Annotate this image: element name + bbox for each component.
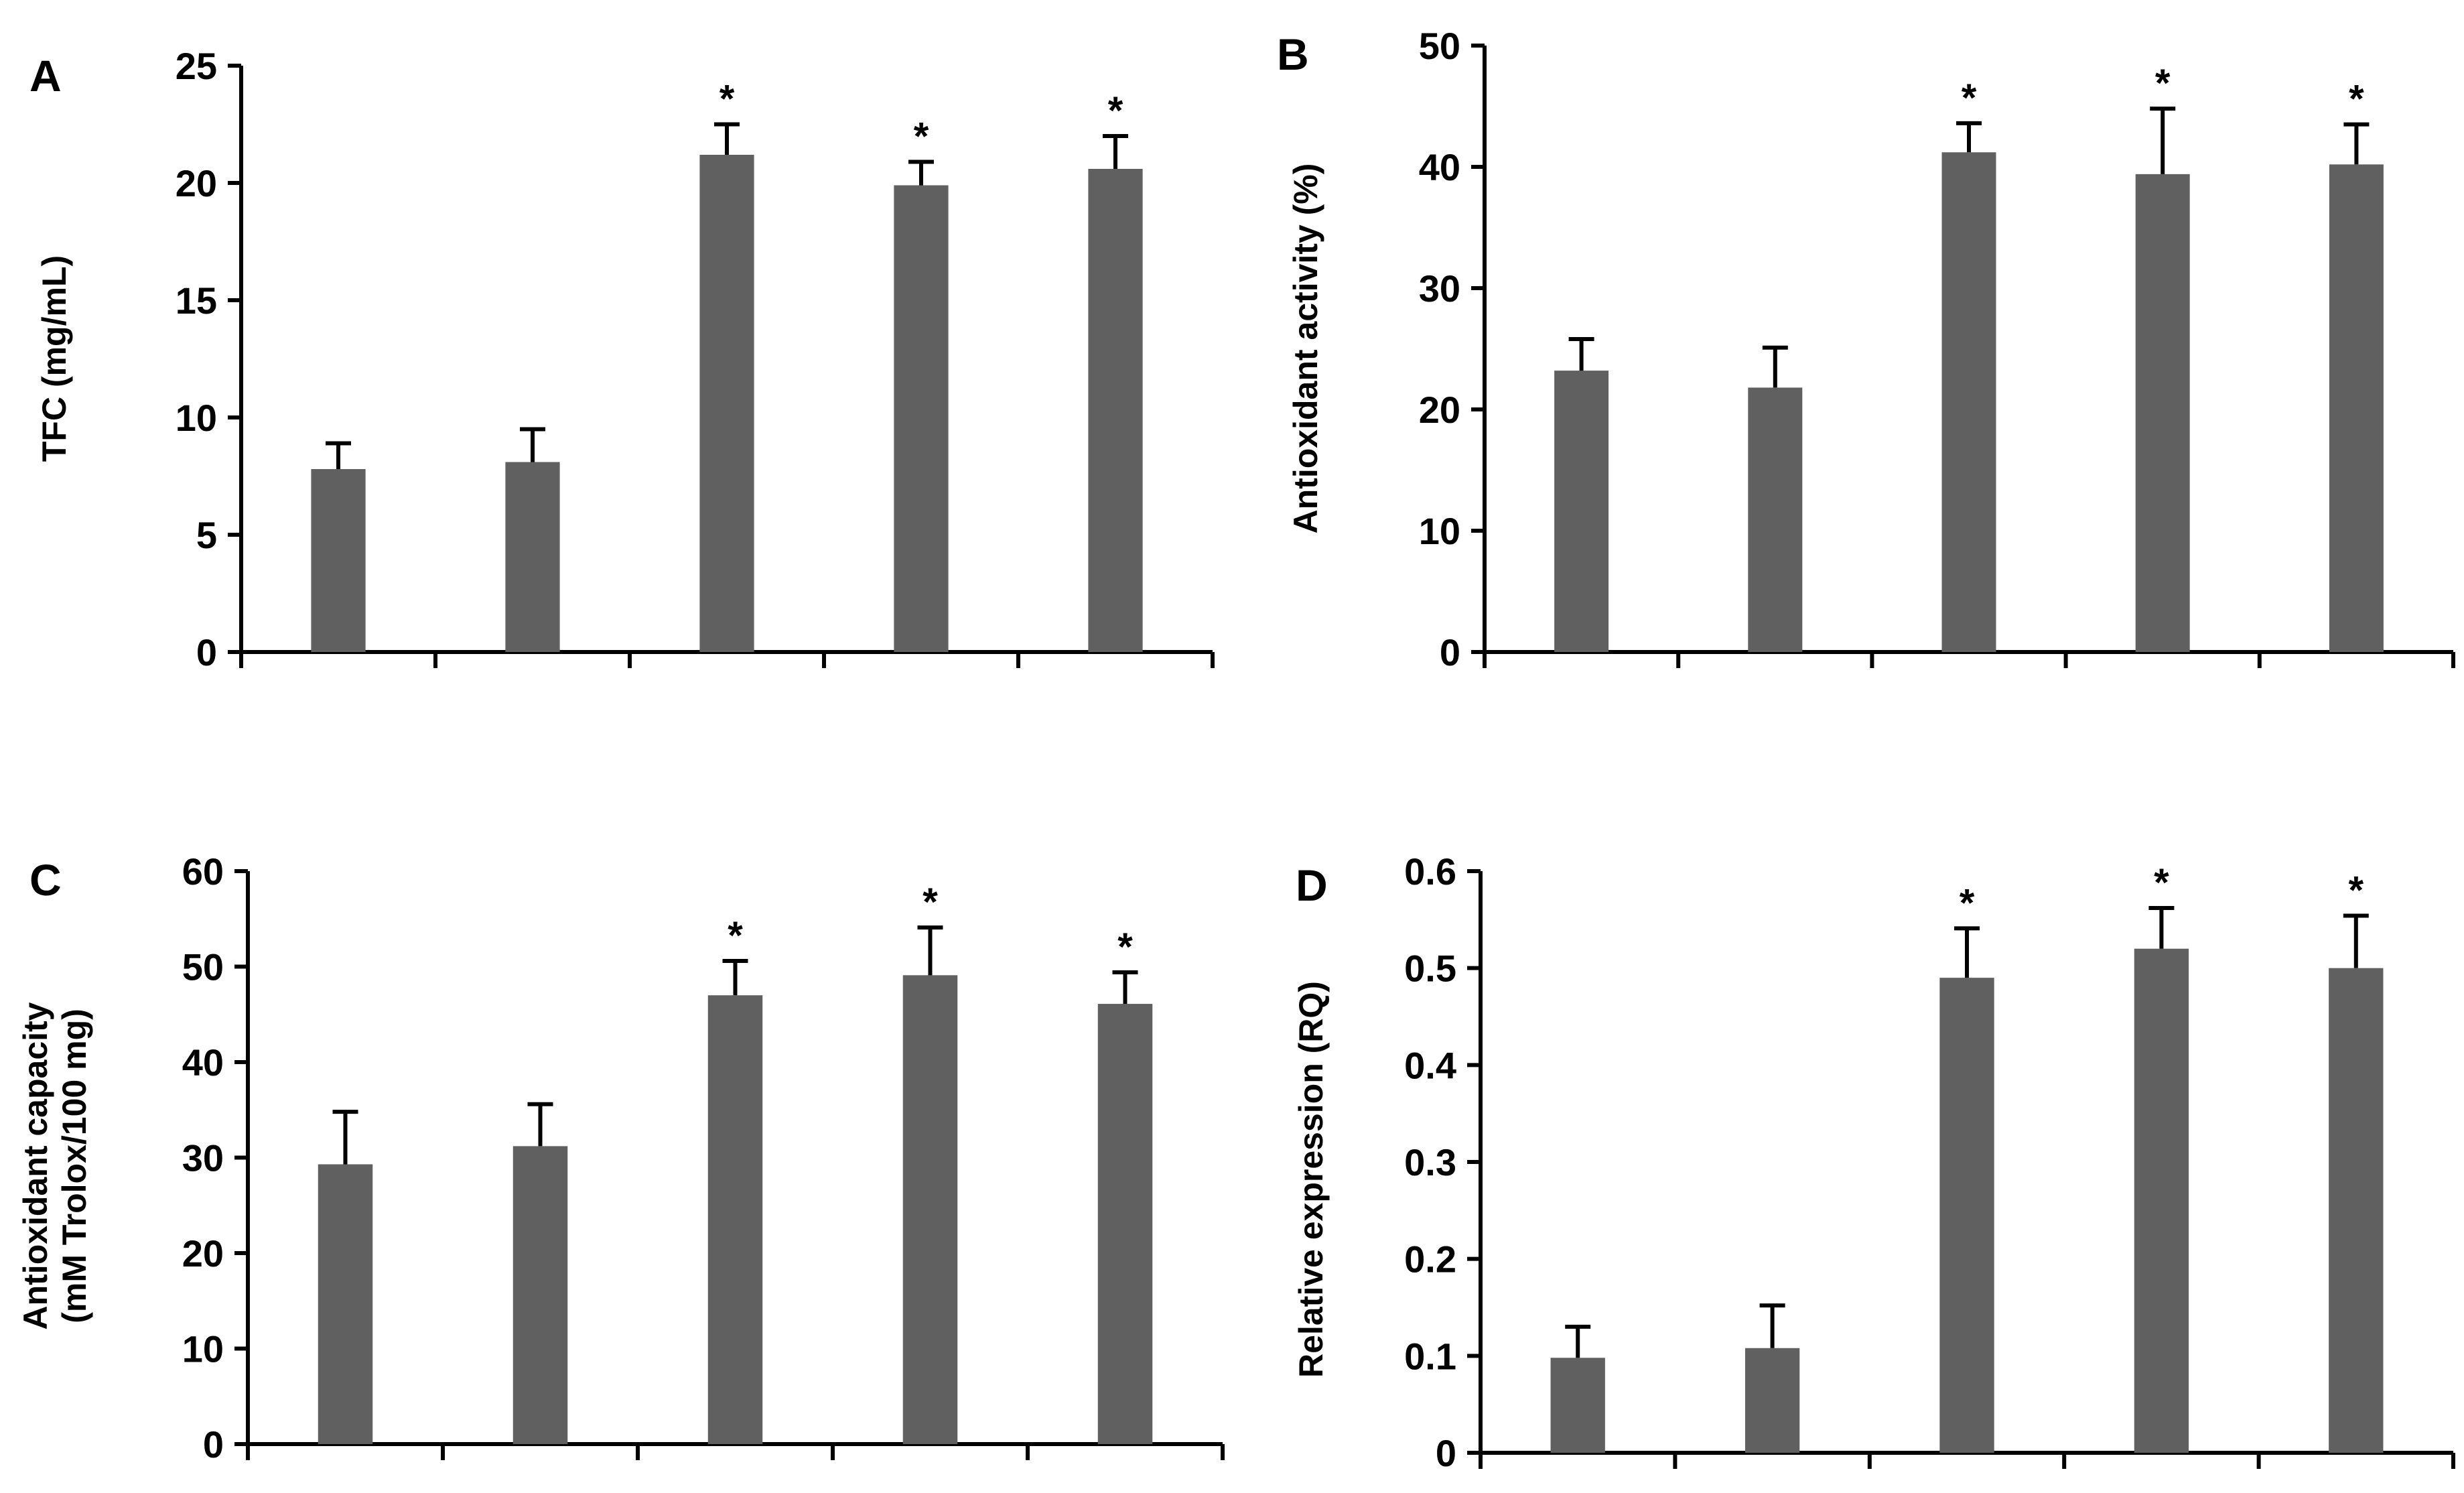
y-tick-label: 40 xyxy=(182,1041,224,1084)
y-tick-label: 0 xyxy=(203,1423,224,1466)
y-tick-label: 0.5 xyxy=(1404,948,1456,990)
bar xyxy=(902,975,958,1444)
panel-c: C Antioxidant capacity(mM Trolox/100 mg) 0… xyxy=(17,850,1225,1466)
y-tick-label: 50 xyxy=(182,946,224,988)
y-axis-title-line: Relative expression (RQ) xyxy=(1292,981,1330,1378)
bar xyxy=(1550,1358,1605,1453)
y-axis-title-line: (mM Trolox/100 mg) xyxy=(56,1009,93,1323)
y-tick-label: 0.2 xyxy=(1404,1238,1456,1281)
y-tick-label: 0 xyxy=(196,631,217,673)
bar xyxy=(2329,164,2384,652)
significance-star: * xyxy=(2155,62,2171,105)
y-tick-label: 10 xyxy=(1419,510,1460,552)
y-tick-label: 20 xyxy=(1419,389,1460,431)
bar xyxy=(1941,152,1996,652)
panel-letter: B xyxy=(1277,29,1309,79)
y-tick-label: 10 xyxy=(176,397,217,439)
panel-d: D Relative expression (RQ) 0 0.1 0.2 0.3 0.4 0.… xyxy=(1292,850,2455,1474)
y-tick-label: 20 xyxy=(182,1232,224,1275)
y-axis-title-line: Antioxidant capacity xyxy=(17,1002,54,1329)
y-tick-label: 30 xyxy=(182,1137,224,1179)
bar xyxy=(512,1146,568,1444)
bar xyxy=(2135,174,2190,652)
y-axis-title: TFC (mg/mL) xyxy=(36,255,73,462)
bar xyxy=(707,995,763,1444)
bar xyxy=(699,155,754,652)
y-axis-title: Antioxidant activity (%) xyxy=(1287,164,1324,534)
bar xyxy=(505,462,560,652)
panel-b: B Antioxidant activity (%) 0 10 20 30 40 50 * * * xyxy=(1277,25,2455,673)
significance-star: * xyxy=(2154,861,2169,905)
y-axis-title: Antioxidant capacity(mM Trolox/100 mg) xyxy=(17,1002,93,1329)
bar xyxy=(1939,978,1994,1453)
significance-star: * xyxy=(728,914,743,958)
significance-star: * xyxy=(2349,869,2364,913)
bar xyxy=(2134,948,2189,1453)
y-axis-title-line: Antioxidant activity (%) xyxy=(1287,164,1324,534)
y-tick-label: 5 xyxy=(196,514,217,556)
y-tick-label: 0.3 xyxy=(1404,1141,1456,1183)
y-tick-label: 0.4 xyxy=(1404,1044,1456,1086)
bar xyxy=(894,185,949,652)
significance-star: * xyxy=(1108,89,1123,133)
y-axis-title: Relative expression (RQ) xyxy=(1292,981,1330,1378)
bar xyxy=(1748,387,1803,652)
y-tick-label: 60 xyxy=(182,850,224,893)
significance-star: * xyxy=(1960,881,1975,925)
panel-a: A TFC (mg/mL) 0 5 10 15 20 25 * * * xyxy=(29,45,1215,673)
y-axis-title-line: TFC (mg/mL) xyxy=(36,255,73,462)
y-tick-label: 0.6 xyxy=(1404,850,1456,893)
y-tick-label: 0.1 xyxy=(1404,1335,1456,1377)
significance-star: * xyxy=(922,881,938,924)
y-tick-label: 0 xyxy=(1436,1432,1456,1474)
y-tick-label: 20 xyxy=(176,162,217,204)
y-tick-label: 15 xyxy=(176,279,217,322)
bar xyxy=(1744,1348,1800,1453)
bar xyxy=(1097,1004,1153,1444)
bar xyxy=(1088,169,1143,652)
y-tick-label: 25 xyxy=(176,45,217,87)
significance-star: * xyxy=(914,115,929,159)
y-tick-label: 30 xyxy=(1419,267,1460,310)
significance-star: * xyxy=(720,78,735,121)
y-tick-label: 10 xyxy=(182,1328,224,1370)
y-tick-label: 50 xyxy=(1419,25,1460,67)
panel-letter: A xyxy=(29,51,62,101)
significance-star: * xyxy=(1117,925,1133,969)
significance-star: * xyxy=(2349,78,2364,121)
bar xyxy=(311,469,366,652)
bar xyxy=(2329,968,2384,1453)
y-tick-label: 0 xyxy=(1440,631,1460,673)
bar xyxy=(318,1164,373,1444)
panel-letter: C xyxy=(29,855,62,905)
significance-star: * xyxy=(1962,76,1977,120)
bar xyxy=(1554,371,1609,652)
y-tick-label: 40 xyxy=(1419,146,1460,188)
panel-letter: D xyxy=(1296,860,1328,910)
